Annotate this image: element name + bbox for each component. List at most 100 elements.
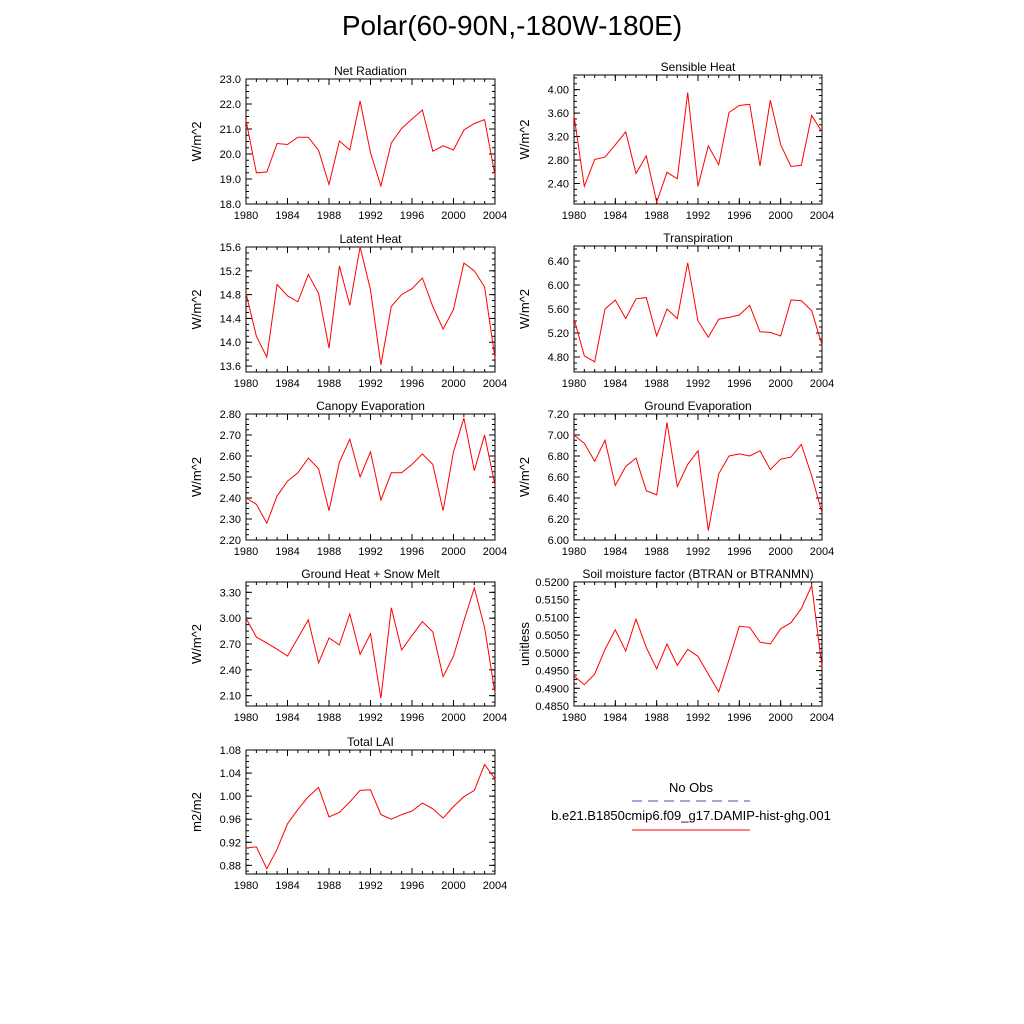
x-tick-label: 1984	[275, 378, 299, 390]
plot-frame	[573, 245, 823, 373]
y-tick-label: 20.0	[220, 149, 241, 161]
x-tick-label: 1984	[603, 378, 627, 390]
plot-frame	[245, 413, 496, 541]
panel-title: Ground Heat + Snow Melt	[301, 567, 440, 581]
x-tick-label: 2000	[768, 546, 792, 558]
x-tick-label: 1992	[686, 210, 710, 222]
x-tick-label: 1980	[234, 546, 258, 558]
chart-panel: Soil moisture factor (BTRAN or BTRANMN) u…	[517, 567, 834, 724]
series-line	[573, 583, 823, 694]
chart-panel: Latent Heat W/m^2 1980 1984 1988 1992 1996 2000…	[189, 232, 507, 390]
series-line	[573, 422, 823, 531]
y-tick-label: 2.40	[548, 178, 569, 190]
y-tick-label: 18.0	[220, 199, 241, 211]
y-tick-label: 6.80	[548, 451, 569, 463]
x-tick-label: 1980	[562, 546, 586, 558]
series-line	[245, 100, 496, 188]
x-tick-label: 1984	[603, 546, 627, 558]
x-tick-label: 2000	[441, 378, 465, 390]
y-tick-label: 13.6	[220, 361, 241, 373]
y-tick-label: 2.80	[548, 155, 569, 167]
chart-panels: Net Radiation W/m^2 1980 1984 1988 1992 1996 20…	[189, 60, 834, 892]
x-tick-label: 1980	[562, 378, 586, 390]
chart-panel: Transpiration W/m^2 1980 1984 1988 1992 1996 20…	[517, 231, 834, 390]
y-tick-label: 7.00	[548, 430, 569, 442]
panel-title: Transpiration	[663, 231, 733, 245]
x-tick-label: 2000	[441, 546, 465, 558]
x-tick-label: 1984	[275, 712, 299, 724]
y-tick-label: 0.88	[220, 860, 241, 872]
x-tick-label: 2004	[483, 712, 507, 724]
y-tick-label: 15.2	[220, 266, 241, 278]
x-tick-label: 1980	[562, 210, 586, 222]
x-tick-label: 2000	[441, 880, 465, 892]
y-tick-label: 0.5050	[535, 630, 569, 642]
chart-panel: Canopy Evaporation W/m^2 1980 1984 1988 1992 1…	[189, 399, 507, 558]
y-tick-label: 1.00	[220, 791, 241, 803]
chart-panel: Sensible Heat W/m^2 1980 1984 1988 1992 1996 20…	[517, 60, 834, 222]
x-tick-label: 1984	[275, 210, 299, 222]
x-tick-label: 1996	[400, 546, 424, 558]
series-line	[573, 262, 823, 363]
series-line	[245, 586, 496, 699]
y-tick-label: 2.10	[220, 691, 241, 703]
chart-panel: Ground Evaporation W/m^2 1980 1984 1988 1992 1…	[517, 399, 834, 558]
panel-title: Sensible Heat	[661, 60, 736, 74]
x-tick-label: 1996	[727, 378, 751, 390]
x-tick-label: 2000	[768, 378, 792, 390]
y-axis-label: W/m^2	[517, 457, 532, 497]
panel-title: Canopy Evaporation	[316, 399, 425, 413]
x-tick-label: 2000	[768, 210, 792, 222]
y-axis-label: W/m^2	[189, 624, 204, 664]
y-tick-label: 0.5150	[535, 595, 569, 607]
x-tick-label: 1996	[727, 712, 751, 724]
x-tick-label: 1988	[644, 210, 668, 222]
x-tick-label: 2000	[441, 210, 465, 222]
y-axis-label: m2/m2	[189, 792, 204, 832]
plot-frame	[245, 749, 496, 875]
y-tick-label: 3.60	[548, 108, 569, 120]
x-tick-label: 1988	[644, 546, 668, 558]
figure-title: Polar(60-90N,-180W-180E)	[341, 10, 683, 41]
panel-title: Ground Evaporation	[644, 399, 751, 413]
legend-model-label: b.e21.B1850cmip6.f09_g17.DAMIP-hist-ghg.…	[551, 808, 831, 823]
y-tick-label: 2.70	[220, 639, 241, 651]
y-tick-label: 14.0	[220, 337, 241, 349]
x-tick-label: 1984	[275, 546, 299, 558]
y-tick-label: 19.0	[220, 174, 241, 186]
x-tick-label: 1988	[317, 712, 341, 724]
plot-frame	[245, 246, 496, 373]
panel-title: Soil moisture factor (BTRAN or BTRANMN)	[582, 567, 813, 581]
x-tick-label: 2004	[483, 378, 507, 390]
y-tick-label: 4.80	[548, 352, 569, 364]
x-tick-label: 1980	[234, 210, 258, 222]
y-axis-label: W/m^2	[517, 119, 532, 159]
x-tick-label: 1992	[358, 880, 382, 892]
panel-title: Total LAI	[347, 735, 394, 749]
y-axis-label: W/m^2	[517, 289, 532, 329]
y-tick-label: 4.00	[548, 85, 569, 97]
y-tick-label: 22.0	[220, 99, 241, 111]
x-tick-label: 1988	[317, 880, 341, 892]
y-tick-label: 0.5100	[535, 612, 569, 624]
x-tick-label: 1988	[644, 378, 668, 390]
y-axis-label: W/m^2	[189, 121, 204, 161]
x-tick-label: 1980	[562, 712, 586, 724]
y-tick-label: 0.92	[220, 837, 241, 849]
y-tick-label: 21.0	[220, 124, 241, 136]
x-tick-label: 2004	[483, 546, 507, 558]
x-tick-label: 1984	[275, 880, 299, 892]
x-tick-label: 2004	[810, 712, 834, 724]
y-tick-label: 6.20	[548, 514, 569, 526]
x-tick-label: 1992	[358, 546, 382, 558]
y-axis-label: W/m^2	[189, 289, 204, 329]
y-tick-label: 1.04	[220, 768, 241, 780]
y-tick-label: 0.5200	[535, 577, 569, 589]
x-tick-label: 1992	[686, 378, 710, 390]
y-tick-label: 2.40	[220, 665, 241, 677]
x-tick-label: 1980	[234, 880, 258, 892]
y-tick-label: 2.70	[220, 430, 241, 442]
y-tick-label: 5.60	[548, 304, 569, 316]
y-axis-label: W/m^2	[189, 457, 204, 497]
x-tick-label: 1988	[317, 210, 341, 222]
